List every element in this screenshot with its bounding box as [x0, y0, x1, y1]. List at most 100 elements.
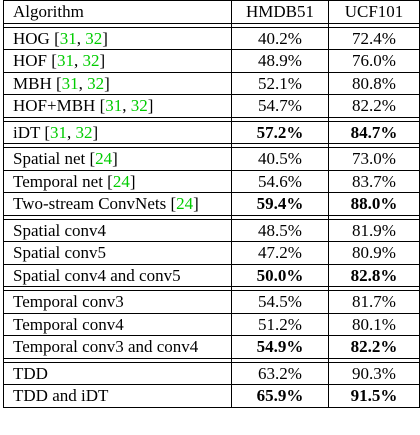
algorithm-cell: Temporal conv4 [3, 312, 232, 336]
ucf101-value: 80.8% [328, 71, 420, 95]
results-table-body: Algorithm HMDB51 UCF101 HOG [31, 32] 40.2… [3, 0, 420, 408]
algorithm-cell: HOF+MBH [31, 32] [3, 94, 232, 118]
citation-link[interactable]: 31 [105, 96, 123, 115]
ucf101-value: 82.2% [328, 94, 420, 118]
table-row: HOG [31, 32] 40.2% 72.4% [3, 26, 420, 50]
group-separator [3, 143, 420, 148]
citation-link[interactable]: 32 [82, 51, 100, 70]
separator-cell [328, 215, 420, 219]
header-algorithm: Algorithm [3, 0, 232, 24]
algorithm-cell: Spatial conv5 [3, 241, 232, 265]
hmdb51-value: 57.2% [231, 120, 329, 144]
separator-cell [328, 286, 420, 291]
algorithm-name: iDT [13, 122, 41, 142]
algorithm-cell: TDD and iDT [3, 384, 232, 408]
algorithm-name: Spatial conv5 [13, 243, 107, 262]
citation-link[interactable]: 31 [59, 28, 77, 48]
hmdb51-value: 50.0% [231, 263, 329, 287]
ucf101-value: 81.7% [328, 290, 420, 314]
citation-link[interactable]: 32 [75, 122, 93, 142]
hmdb51-value: 54.5% [231, 290, 329, 314]
ucf101-value: 82.8% [328, 263, 420, 287]
table-row: HOF [31, 32] 48.9% 76.0% [3, 49, 420, 73]
citation-link[interactable]: 31 [61, 73, 79, 93]
algorithm-cell: TDD [3, 361, 232, 385]
table-row: Temporal conv3 54.5% 81.7% [3, 290, 420, 314]
citation: [31, 32] [47, 51, 106, 70]
algorithm-name: Temporal conv3 [13, 292, 124, 311]
group-separator [3, 215, 420, 219]
separator-cell [328, 117, 420, 121]
table-row: Spatial conv4 and conv5 50.0% 82.8% [3, 263, 420, 287]
group-separator [3, 117, 420, 121]
citation: [24] [166, 194, 199, 213]
citation-link[interactable]: 24 [176, 194, 194, 213]
hmdb51-value: 47.2% [231, 241, 329, 265]
algorithm-name: Temporal net [13, 171, 103, 191]
hmdb51-value: 51.2% [231, 312, 329, 336]
algorithm-name: TDD and iDT [13, 386, 109, 405]
algorithm-name: HOF [13, 51, 48, 70]
algorithm-cell: Spatial conv4 [3, 218, 232, 242]
group-separator [3, 286, 420, 291]
ucf101-value: 72.4% [328, 26, 420, 50]
ucf101-value: 80.9% [328, 241, 420, 265]
hmdb51-value: 65.9% [231, 384, 329, 408]
table-row: Two-stream ConvNets [24] 59.4% 88.0% [3, 192, 420, 216]
citation: [31, 32] [51, 73, 110, 93]
table-row: Temporal net [24] 54.6% 83.7% [3, 169, 420, 193]
table-row: Spatial net [24] 40.5% 73.0% [3, 147, 420, 171]
table-row: MBH [31, 32] 52.1% 80.8% [3, 71, 420, 95]
algorithm-name: Temporal conv3 and conv4 [13, 337, 199, 356]
ucf101-value: 81.9% [328, 218, 420, 242]
ucf101-value: 91.5% [328, 384, 420, 408]
table-row: iDT [31, 32] 57.2% 84.7% [3, 120, 420, 144]
ucf101-value: 76.0% [328, 49, 420, 73]
algorithm-cell: Temporal conv3 and conv4 [3, 335, 232, 359]
group-separator [3, 358, 420, 362]
algorithm-name: Spatial conv4 and conv5 [13, 265, 181, 285]
hmdb51-value: 54.9% [231, 335, 329, 359]
algorithm-cell: Spatial net [24] [3, 147, 232, 171]
citation-link[interactable]: 24 [95, 149, 113, 168]
hmdb51-value: 52.1% [231, 71, 329, 95]
group-separator [3, 23, 420, 27]
citation-link[interactable]: 32 [130, 96, 148, 115]
citation-link[interactable]: 32 [85, 28, 103, 48]
table-row: Spatial conv5 47.2% 80.9% [3, 241, 420, 265]
table-row: TDD and iDT 65.9% 91.5% [3, 384, 420, 408]
separator-cell [328, 23, 420, 27]
hmdb51-value: 40.2% [231, 26, 329, 50]
ucf101-value: 88.0% [328, 192, 420, 216]
citation-link[interactable]: 31 [56, 51, 74, 70]
hmdb51-value: 59.4% [231, 192, 329, 216]
header-row: Algorithm HMDB51 UCF101 [3, 0, 420, 24]
algorithm-cell: Spatial conv4 and conv5 [3, 263, 232, 287]
algorithm-cell: MBH [31, 32] [3, 71, 232, 95]
citation-link[interactable]: 32 [87, 73, 105, 93]
ucf101-value: 84.7% [328, 120, 420, 144]
ucf101-value: 80.1% [328, 312, 420, 336]
hmdb51-value: 54.6% [231, 169, 329, 193]
algorithm-cell: Two-stream ConvNets [24] [3, 192, 232, 216]
table-row: Spatial conv4 48.5% 81.9% [3, 218, 420, 242]
citation: [31, 32] [40, 122, 99, 142]
table-row: Temporal conv3 and conv4 54.9% 82.2% [3, 335, 420, 359]
algorithm-cell: HOF [31, 32] [3, 49, 232, 73]
hmdb51-value: 54.7% [231, 94, 329, 118]
citation-link[interactable]: 31 [50, 122, 67, 142]
algorithm-cell: iDT [31, 32] [3, 120, 232, 144]
algorithm-name: MBH [13, 73, 52, 93]
citation: [31, 32] [95, 96, 154, 115]
ucf101-value: 90.3% [328, 361, 420, 385]
table-row: HOF+MBH [31, 32] 54.7% 82.2% [3, 94, 420, 118]
citation: [24] [85, 149, 118, 168]
table-row: TDD 63.2% 90.3% [3, 361, 420, 385]
results-table: Algorithm HMDB51 UCF101 HOG [31, 32] 40.2… [3, 0, 420, 408]
separator-cell [328, 143, 420, 148]
algorithm-name: Two-stream ConvNets [13, 194, 167, 213]
hmdb51-value: 40.5% [231, 147, 329, 171]
algorithm-cell: Temporal conv3 [3, 290, 232, 314]
algorithm-name: Spatial net [13, 149, 86, 168]
citation-link[interactable]: 24 [112, 171, 130, 191]
